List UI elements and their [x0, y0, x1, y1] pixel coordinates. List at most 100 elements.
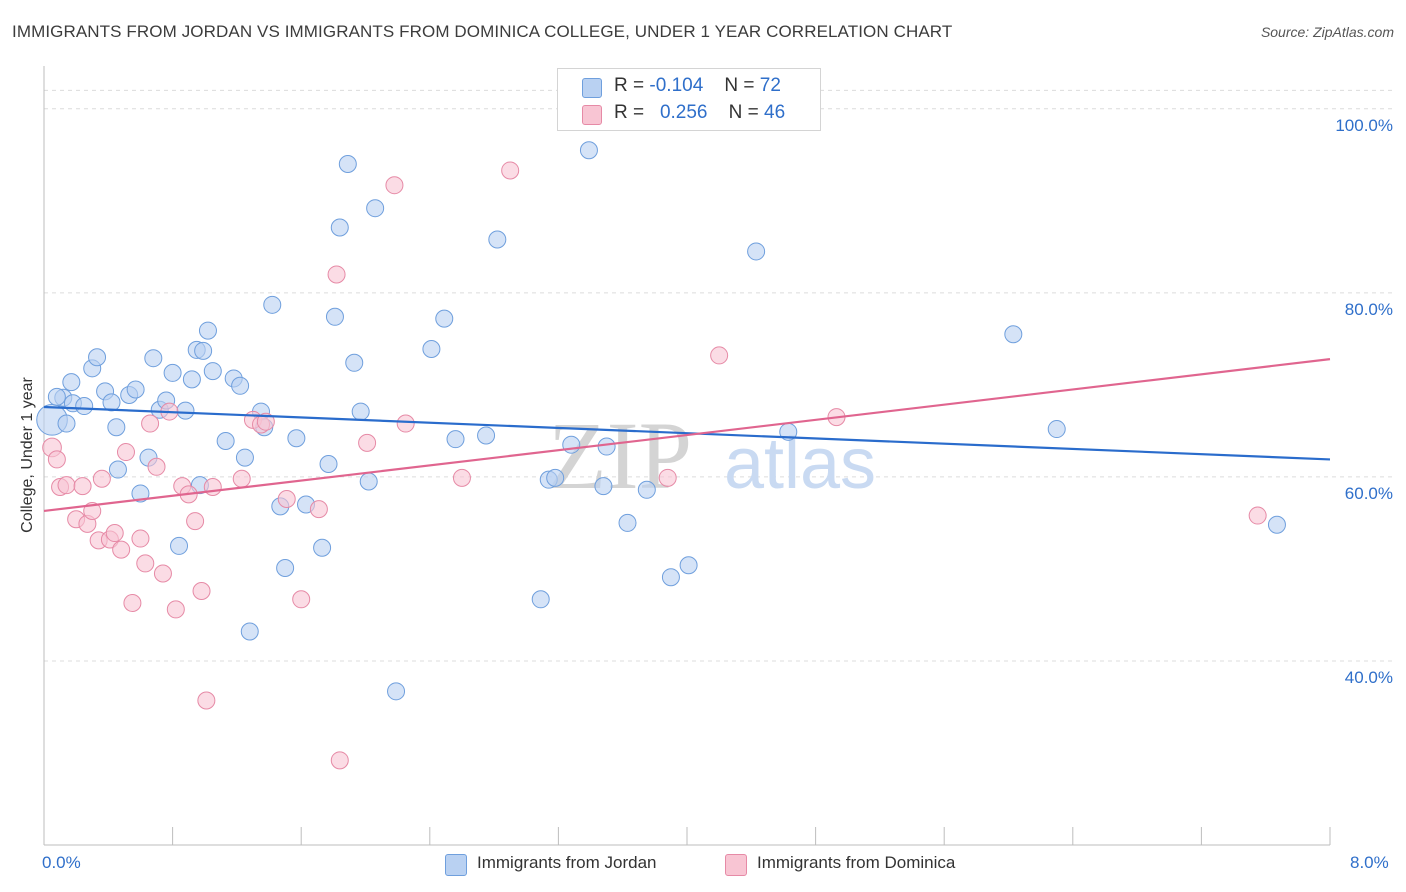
x-tick-label-min: 0.0% — [42, 853, 81, 872]
dominica-point-1 — [47, 450, 66, 469]
dominica-point-24 — [186, 512, 205, 531]
jordan-point-70 — [47, 387, 66, 406]
y-tick-labels: 40.0% 60.0% 80.0% 100.0% — [1335, 116, 1393, 687]
jordan-point-18 — [163, 363, 182, 382]
jordan-point-25 — [198, 321, 217, 340]
dominica-point-34 — [309, 500, 328, 519]
jordan-point-58 — [579, 141, 598, 160]
jordan-point-51 — [446, 430, 465, 449]
dominica-trend-line — [43, 358, 1331, 513]
jordan-point-31 — [240, 622, 259, 641]
jordan-point-49 — [422, 339, 441, 358]
y-tick-label-0: 40.0% — [1345, 668, 1393, 687]
jordan-point-12 — [126, 380, 145, 399]
r-label: R = — [614, 102, 645, 123]
dominica-point-38 — [385, 176, 404, 195]
x-tick-label-max: 8.0% — [1350, 853, 1389, 872]
jordan-point-50 — [435, 309, 454, 328]
jordan-point-46 — [359, 472, 378, 491]
jordan-point-57 — [562, 435, 581, 454]
jordan-point-67 — [1004, 325, 1023, 344]
dominica-point-26 — [197, 691, 216, 710]
jordan-point-43 — [338, 155, 357, 174]
jordan-point-52 — [477, 426, 496, 445]
jordan-point-69 — [1267, 515, 1286, 534]
dominica-point-28 — [232, 469, 251, 488]
dominica-point-11 — [105, 524, 124, 543]
dominica-point-14 — [123, 593, 142, 612]
dominica-point-45 — [1248, 506, 1267, 525]
y-tick-label-2: 80.0% — [1345, 300, 1393, 319]
jordan-point-61 — [618, 513, 637, 532]
dominica-swatch — [582, 105, 602, 125]
dominica-legend-label: Immigrants from Dominica — [757, 853, 956, 872]
jordan-point-34 — [263, 295, 282, 314]
dominica-point-31 — [256, 412, 275, 431]
r-value-jordan: -0.104 — [649, 75, 704, 96]
watermark-zip: ZIP — [548, 402, 692, 509]
dominica-point-32 — [277, 489, 296, 508]
jordan-point-9 — [107, 418, 126, 437]
dominica-point-5 — [73, 477, 92, 496]
jordan-point-19 — [170, 536, 189, 555]
dominica-point-39 — [396, 414, 415, 433]
jordan-point-40 — [319, 455, 338, 474]
n-label: N = — [728, 102, 759, 123]
jordan-point-21 — [182, 370, 201, 389]
jordan-point-26 — [203, 362, 222, 381]
dominica-point-42 — [658, 468, 677, 487]
jordan-point-41 — [325, 307, 344, 326]
dominica-point-13 — [116, 443, 135, 462]
jordan-point-54 — [531, 590, 550, 609]
jordan-point-60 — [597, 437, 616, 456]
n-value-dominica: 46 — [764, 102, 786, 123]
jordan-point-59 — [594, 477, 613, 496]
dominica-point-35 — [327, 265, 346, 284]
jordan-point-29 — [231, 376, 250, 395]
dominica-legend-swatch — [725, 854, 747, 876]
dominica-point-3 — [57, 476, 76, 495]
jordan-point-39 — [313, 538, 332, 557]
dominica-point-27 — [203, 478, 222, 497]
y-tick-label-3: 100.0% — [1335, 116, 1393, 135]
r-value-dominica: 0.256 — [659, 102, 708, 123]
dominica-point-41 — [501, 161, 520, 180]
axes — [43, 66, 1331, 846]
jordan-point-30 — [235, 448, 254, 467]
jordan-point-36 — [276, 559, 295, 578]
dominica-point-16 — [136, 554, 155, 573]
correlation-legend: R = -0.104 N = 72 R = 0.256 N = 46 — [557, 68, 821, 131]
jordan-point-6 — [88, 348, 107, 367]
y-tick-label-1: 60.0% — [1345, 484, 1393, 503]
jordan-point-2 — [62, 373, 81, 392]
jordan-point-64 — [679, 556, 698, 575]
dominica-point-12 — [112, 540, 131, 559]
jordan-point-4 — [75, 397, 94, 416]
jordan-point-24 — [194, 341, 213, 360]
dominica-point-15 — [131, 529, 150, 548]
dominica-point-9 — [92, 469, 111, 488]
r-label: R = — [614, 75, 645, 96]
jordan-legend-label: Immigrants from Jordan — [477, 853, 657, 872]
dominica-point-21 — [166, 600, 185, 619]
dominica-point-43 — [710, 346, 729, 365]
jordan-point-53 — [488, 230, 507, 249]
jordan-point-20 — [176, 401, 195, 420]
jordan-point-27 — [216, 432, 235, 451]
dominica-point-17 — [141, 414, 160, 433]
jordan-point-68 — [1047, 420, 1066, 439]
dominica-point-37 — [358, 433, 377, 452]
jordan-point-45 — [351, 402, 370, 421]
n-label: N = — [724, 75, 755, 96]
jordan-point-47 — [366, 199, 385, 218]
source-label: Source: ZipAtlas.com — [1260, 24, 1394, 40]
jordan-point-10 — [108, 460, 127, 479]
chart-title: IMMIGRANTS FROM JORDAN VS IMMIGRANTS FRO… — [12, 22, 953, 41]
jordan-point-37 — [287, 429, 306, 448]
jordan-point-48 — [387, 682, 406, 701]
dominica-points — [42, 161, 1267, 770]
jordan-point-15 — [144, 349, 163, 368]
jordan-point-63 — [661, 568, 680, 587]
jordan-point-71 — [57, 414, 76, 433]
